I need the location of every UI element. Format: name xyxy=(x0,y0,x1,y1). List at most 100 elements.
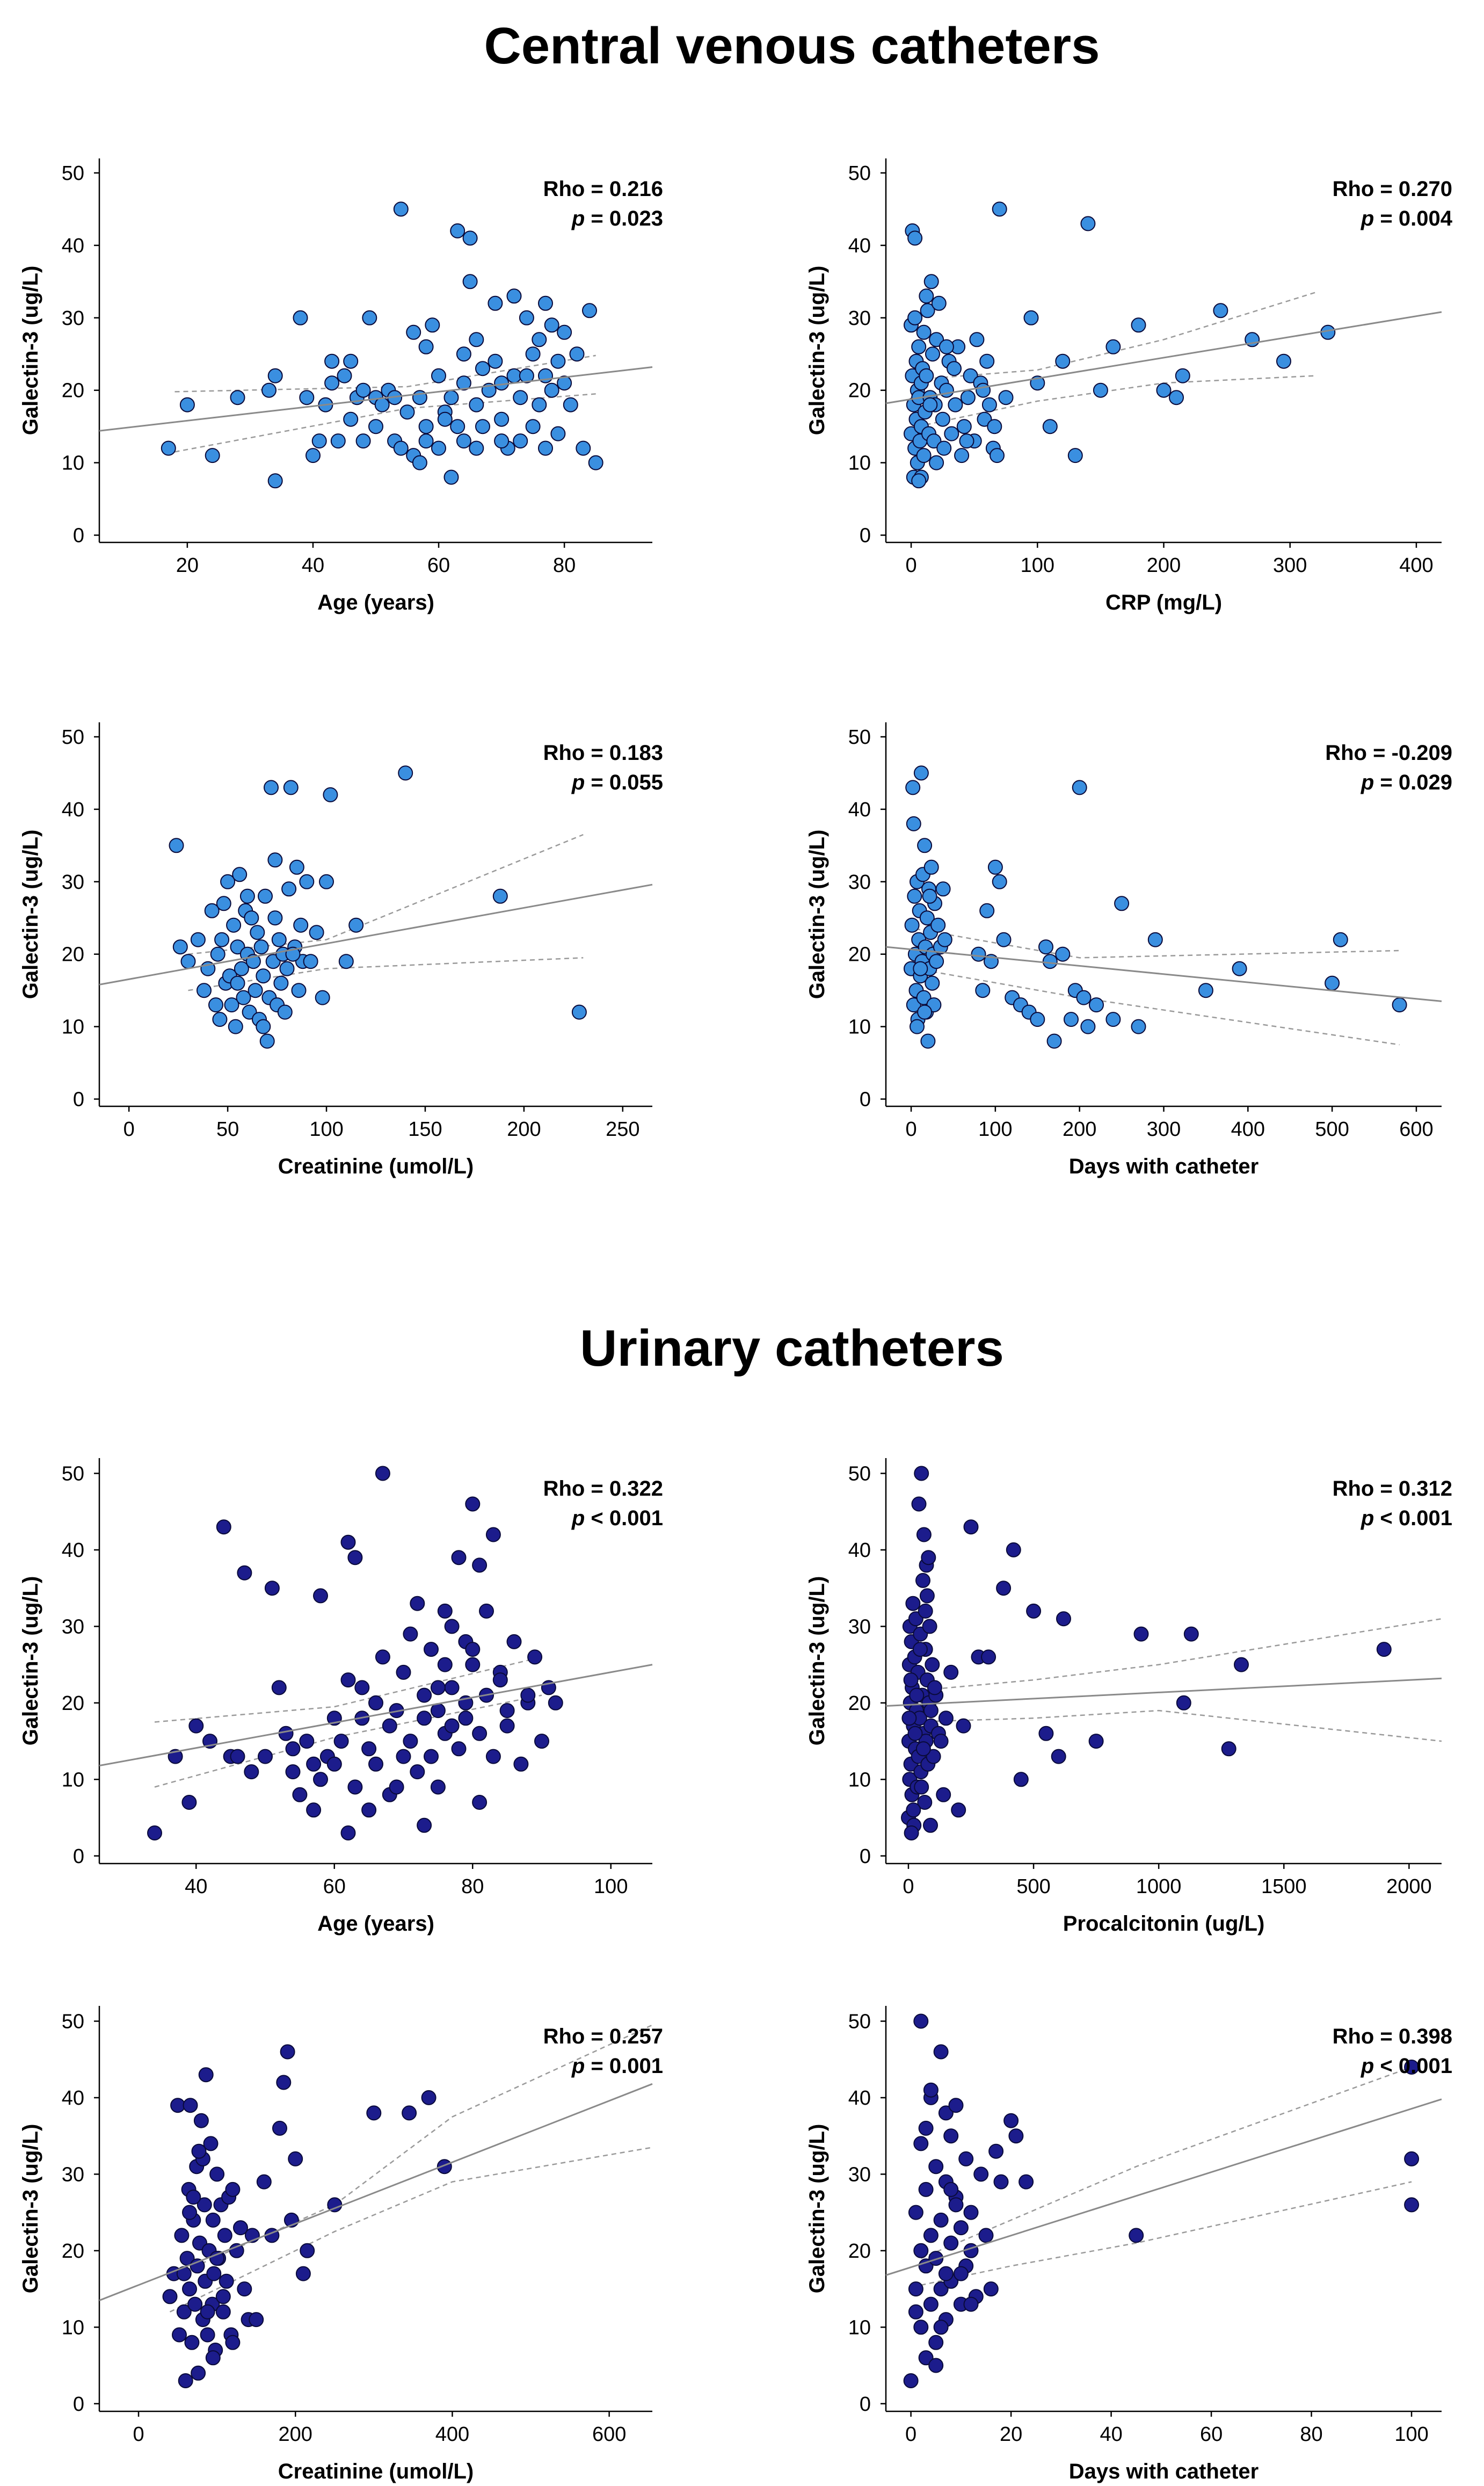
data-point xyxy=(979,353,995,369)
y-tick-label: 40 xyxy=(848,2087,871,2110)
data-point xyxy=(225,2181,241,2197)
data-point xyxy=(904,917,920,933)
data-point xyxy=(469,397,484,412)
regression-line xyxy=(99,1664,653,1767)
data-point xyxy=(1080,1019,1096,1034)
y-tick-label: 0 xyxy=(860,1089,871,1111)
y-tick-label: 0 xyxy=(860,2393,871,2416)
data-point xyxy=(971,946,986,962)
y-tick-label: 30 xyxy=(848,1615,871,1638)
data-point xyxy=(485,1749,501,1764)
y-tick-label: 40 xyxy=(848,1539,871,1562)
data-point xyxy=(998,390,1014,405)
data-point xyxy=(431,440,446,456)
data-point xyxy=(973,2166,989,2182)
data-point xyxy=(1176,1695,1191,1711)
data-point xyxy=(180,954,196,969)
data-point xyxy=(216,896,231,911)
data-point xyxy=(430,1703,446,1719)
y-tick-label: 20 xyxy=(848,944,871,966)
ci-upper-line xyxy=(174,354,596,393)
data-point xyxy=(1129,2228,1144,2243)
y-tick-label: 40 xyxy=(62,2087,84,2110)
data-point xyxy=(200,2327,215,2343)
data-point xyxy=(959,433,974,449)
data-point xyxy=(901,1711,917,1726)
data-point xyxy=(978,2228,994,2243)
data-point xyxy=(1042,954,1058,969)
scatter-panel-7: 0 10 20 30 40 50 0 200 400 600 Creatinine (umol/L)… xyxy=(19,2006,663,2483)
y-tick-label: 40 xyxy=(848,235,871,257)
data-point xyxy=(205,2212,221,2228)
data-point xyxy=(315,990,330,1005)
p-value-annotation: p = 0.023 xyxy=(571,207,663,230)
data-point xyxy=(417,1817,432,1833)
x-axis-label: Days with catheter xyxy=(1069,2460,1259,2483)
data-point xyxy=(550,353,566,369)
data-point xyxy=(963,1519,979,1535)
data-point xyxy=(291,983,307,998)
data-point xyxy=(1013,1772,1029,1787)
data-point xyxy=(557,324,572,340)
x-tick-label: 20 xyxy=(176,554,199,577)
y-tick-label: 0 xyxy=(73,525,84,547)
data-point xyxy=(935,881,951,897)
y-tick-label: 10 xyxy=(62,1769,84,1791)
x-tick-label: 400 xyxy=(1399,554,1433,577)
data-point xyxy=(450,419,465,434)
data-point xyxy=(299,390,315,405)
y-axis-label: Galectin-3 (ug/L) xyxy=(19,830,42,999)
y-tick-label: 30 xyxy=(62,307,84,330)
scatter-panel-5: 0 10 20 30 40 50 40 60 80 100 Age (years) Galectin-… xyxy=(19,1458,663,1936)
data-point xyxy=(915,1741,931,1757)
data-point xyxy=(198,2067,214,2083)
data-point xyxy=(921,1550,936,1565)
data-point xyxy=(916,324,932,340)
data-point xyxy=(368,419,383,434)
data-point xyxy=(462,230,478,246)
data-point xyxy=(209,2251,225,2266)
data-point xyxy=(916,1527,932,1542)
data-point xyxy=(324,375,340,391)
data-point xyxy=(907,230,923,246)
x-axis-label: Creatinine (umol/L) xyxy=(278,1155,474,1178)
p-value-annotation: p < 0.001 xyxy=(571,1506,663,1530)
y-tick-label: 0 xyxy=(860,1845,871,1868)
data-point xyxy=(933,2281,949,2297)
data-point xyxy=(210,946,225,962)
y-axis-label: Galectin-3 (ug/L) xyxy=(19,2124,42,2294)
data-point xyxy=(908,2304,923,2320)
data-point xyxy=(338,954,354,969)
data-point xyxy=(926,433,942,449)
data-point xyxy=(424,1642,439,1657)
data-point xyxy=(472,1795,488,1810)
data-point xyxy=(1320,324,1336,340)
data-point xyxy=(393,440,409,456)
data-point xyxy=(1234,1657,1249,1672)
data-point xyxy=(992,201,1007,217)
y-tick-label: 30 xyxy=(62,2163,84,2186)
x-tick-label: 100 xyxy=(978,1118,1012,1141)
y-tick-label: 10 xyxy=(848,1769,871,1791)
data-point xyxy=(323,787,338,802)
data-point xyxy=(953,2220,969,2236)
p-value-annotation: p < 0.001 xyxy=(1361,2054,1452,2078)
ci-lower-line xyxy=(917,375,1315,427)
data-point xyxy=(911,1496,927,1512)
data-point xyxy=(244,1764,259,1780)
data-point xyxy=(219,2273,234,2289)
data-point xyxy=(431,368,446,383)
x-tick-label: 0 xyxy=(905,554,916,577)
data-point xyxy=(406,324,421,340)
data-point xyxy=(918,2258,934,2274)
data-point xyxy=(532,332,547,347)
data-point xyxy=(206,2266,222,2281)
data-point xyxy=(488,353,503,369)
y-axis-label: Galectin-3 (ug/L) xyxy=(19,266,42,436)
x-tick-label: 0 xyxy=(905,1118,916,1141)
data-point xyxy=(939,339,954,354)
data-point xyxy=(1064,1012,1079,1027)
data-point xyxy=(907,888,922,904)
y-tick-label: 20 xyxy=(62,380,84,402)
data-point xyxy=(1030,1012,1045,1027)
